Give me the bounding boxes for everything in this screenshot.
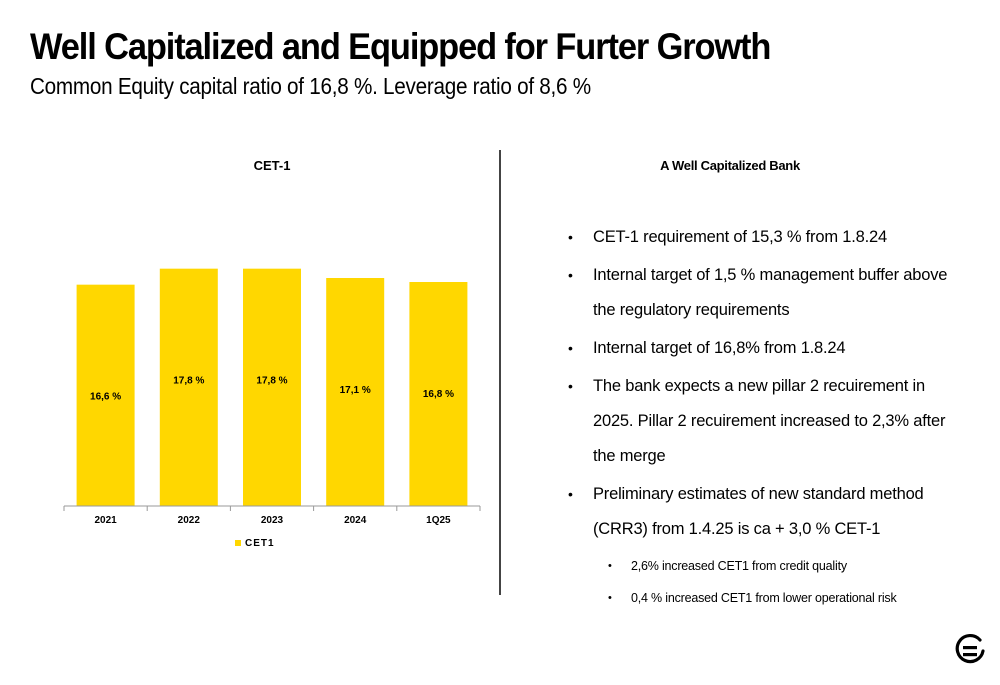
bullet-text: 2,6% increased CET1 from credit quality	[631, 559, 847, 573]
x-tick-label: 1Q25	[426, 515, 451, 526]
x-tick-label: 2024	[344, 515, 367, 526]
bullet-dot-icon: •	[568, 486, 573, 502]
bar-2022	[159, 268, 218, 506]
bar-2023	[243, 268, 301, 506]
bullet-dot-icon: •	[568, 229, 573, 245]
legend-swatch	[235, 540, 241, 546]
data-label: 16,6 %	[90, 392, 121, 403]
bullet-item: • CET-1 requirement of 15,3 % from 1.8.24	[562, 220, 962, 255]
sub-bullet-item: • 0,4 % increased CET1 from lower operati…	[562, 582, 962, 614]
sub-bullet-item: • 2,6% increased CET1 from credit quality	[562, 550, 962, 582]
bullet-dot-icon: •	[568, 378, 573, 394]
bullet-item: • Internal target of 1,5 % management buf…	[562, 258, 962, 328]
bullet-text: Internal target of 1,5 % management buff…	[593, 266, 948, 319]
page-title: Well Capitalized and Equipped for Furter…	[30, 26, 771, 67]
x-tick-label: 2021	[94, 515, 117, 526]
bar-2021	[76, 284, 135, 506]
vertical-divider	[499, 150, 501, 595]
legend-label: CET1	[245, 538, 275, 549]
bullet-dot-icon: •	[568, 267, 573, 283]
panel-title: A Well Capitalized Bank	[660, 158, 800, 173]
bullet-text: The bank expects a new pillar 2 recuirem…	[593, 377, 946, 465]
data-label: 17,8 %	[173, 376, 204, 387]
data-label: 16,8 %	[423, 389, 454, 400]
bullet-text: 0,4 % increased CET1 from lower operatio…	[631, 591, 897, 605]
x-tick-label: 2022	[178, 515, 201, 526]
page-subtitle: Common Equity capital ratio of 16,8 %. L…	[30, 73, 591, 99]
data-label: 17,8 %	[256, 376, 287, 387]
bullet-dot-icon: •	[608, 592, 612, 604]
bullet-text: CET-1 requirement of 15,3 % from 1.8.24	[593, 228, 887, 246]
x-tick-label: 2023	[261, 515, 284, 526]
equals-circle-icon	[955, 633, 985, 664]
chart-title: CET-1	[254, 158, 291, 173]
data-label: 17,1 %	[340, 385, 371, 396]
bullet-item: • Preliminary estimates of new standard m…	[562, 477, 962, 547]
cet1-bar-chart: CET-1 16,6 % 2021 17,8 % 2022 17,8 % 2023 17,1 …	[63, 158, 481, 549]
bullet-item: • The bank expects a new pillar 2 recuire…	[562, 369, 962, 474]
bullet-list: • CET-1 requirement of 15,3 % from 1.8.24…	[562, 220, 962, 614]
bar-2024	[326, 278, 385, 506]
bar-1Q25	[409, 282, 468, 506]
bullet-text: Internal target of 16,8% from 1.8.24	[593, 339, 846, 357]
bullet-text: Preliminary estimates of new standard me…	[593, 485, 924, 538]
bullet-dot-icon: •	[608, 560, 612, 572]
bullet-dot-icon: •	[568, 340, 573, 356]
bullet-item: • Internal target of 16,8% from 1.8.24	[562, 331, 962, 366]
